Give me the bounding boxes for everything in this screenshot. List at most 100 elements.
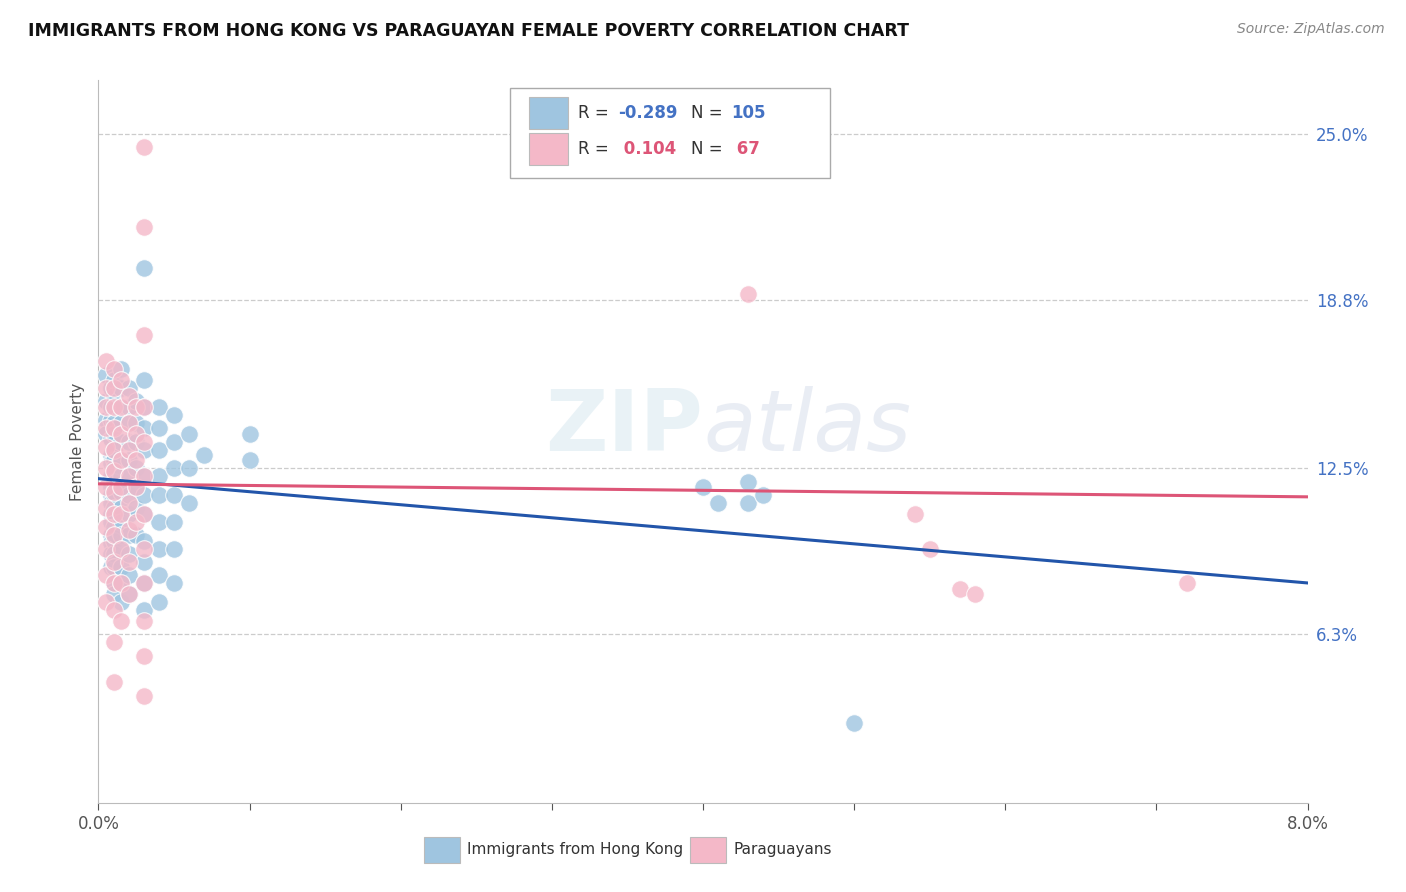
Point: [103, 461, 125, 475]
Point: [132, 507, 155, 521]
Point: [103, 533, 125, 548]
Point: [148, 488, 170, 502]
Point: [179, 461, 201, 475]
Point: [110, 576, 132, 591]
Point: [125, 453, 148, 467]
Point: [103, 547, 125, 561]
Point: [239, 453, 262, 467]
Point: [132, 469, 155, 483]
Point: [132, 469, 155, 483]
Point: [125, 528, 148, 542]
Point: [110, 426, 132, 441]
Point: [110, 507, 132, 521]
Point: [125, 515, 148, 529]
Point: [103, 442, 125, 457]
Point: [132, 541, 155, 556]
Point: [844, 715, 866, 730]
Point: [737, 475, 759, 489]
Text: R =: R =: [578, 103, 609, 122]
Point: [103, 501, 125, 516]
Point: [110, 469, 132, 483]
Point: [110, 453, 132, 467]
Text: N =: N =: [690, 140, 723, 158]
Point: [132, 555, 155, 569]
Point: [94, 501, 117, 516]
Point: [163, 408, 186, 422]
Point: [103, 576, 125, 591]
Text: 0.104: 0.104: [619, 140, 676, 158]
Point: [94, 426, 117, 441]
Point: [148, 595, 170, 609]
Point: [100, 515, 122, 529]
Point: [103, 603, 125, 617]
Point: [118, 547, 141, 561]
Point: [110, 362, 132, 376]
Point: [100, 456, 122, 470]
Point: [163, 488, 186, 502]
Point: [94, 440, 117, 454]
Point: [103, 509, 125, 524]
Text: ZIP: ZIP: [546, 385, 703, 468]
Point: [1175, 576, 1198, 591]
Point: [132, 442, 155, 457]
Point: [118, 389, 141, 403]
Point: [707, 496, 730, 510]
Point: [100, 432, 122, 446]
Text: R =: R =: [578, 140, 609, 158]
Point: [692, 153, 714, 168]
Point: [94, 394, 117, 409]
Point: [110, 416, 132, 430]
Point: [118, 568, 141, 582]
Point: [132, 576, 155, 591]
Text: 67: 67: [731, 140, 759, 158]
Point: [118, 469, 141, 483]
Point: [163, 434, 186, 449]
Point: [100, 528, 122, 542]
Point: [103, 464, 125, 478]
Point: [148, 568, 170, 582]
Point: [94, 541, 117, 556]
Text: 105: 105: [731, 103, 765, 122]
Point: [94, 354, 117, 368]
Point: [132, 140, 155, 154]
Point: [100, 496, 122, 510]
Point: [110, 453, 132, 467]
Point: [118, 453, 141, 467]
Point: [110, 576, 132, 591]
Point: [918, 541, 941, 556]
Point: [100, 400, 122, 414]
Point: [179, 496, 201, 510]
Point: [100, 448, 122, 462]
Point: [100, 536, 122, 550]
Point: [94, 368, 117, 382]
Point: [118, 555, 141, 569]
FancyBboxPatch shape: [690, 838, 725, 863]
Point: [125, 426, 148, 441]
Point: [125, 400, 148, 414]
Point: [163, 576, 186, 591]
Point: [965, 587, 987, 601]
Point: [132, 689, 155, 703]
Point: [110, 381, 132, 395]
Point: [94, 413, 117, 427]
Point: [103, 389, 125, 403]
Point: [103, 442, 125, 457]
Point: [94, 520, 117, 534]
Point: [94, 461, 117, 475]
Point: [118, 416, 141, 430]
FancyBboxPatch shape: [529, 97, 568, 128]
Point: [125, 461, 148, 475]
Point: [132, 614, 155, 628]
Point: [737, 496, 759, 510]
Point: [103, 528, 125, 542]
Point: [949, 582, 972, 596]
Text: Source: ZipAtlas.com: Source: ZipAtlas.com: [1237, 22, 1385, 37]
Point: [94, 480, 117, 494]
Point: [737, 287, 759, 301]
Point: [110, 528, 132, 542]
Point: [132, 648, 155, 663]
Point: [110, 480, 132, 494]
Point: [148, 541, 170, 556]
Point: [118, 528, 141, 542]
Text: atlas: atlas: [703, 385, 911, 468]
